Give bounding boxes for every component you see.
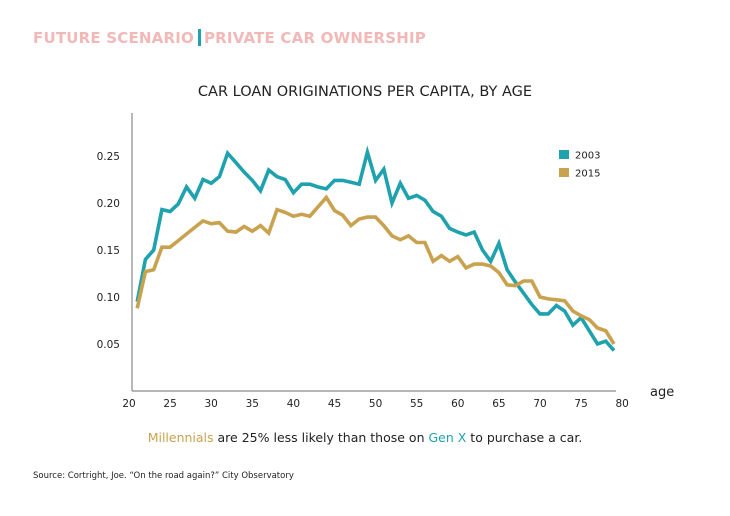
page-header: FUTURE SCENARIO PRIVATE CAR OWNERSHIP — [33, 29, 426, 47]
x-tick-label: 20 — [122, 398, 135, 410]
series-line-2003 — [135, 145, 616, 352]
x-tick-label: 65 — [492, 398, 505, 410]
x-tick-label: 55 — [410, 398, 423, 410]
legend-swatch-2003 — [559, 150, 569, 159]
legend-swatch-2015 — [559, 168, 569, 177]
caption-millennials: Millennials — [147, 430, 214, 445]
x-tick-label: 35 — [246, 398, 259, 410]
source-note: Source: Cortright, Joe. “On the road aga… — [33, 471, 294, 481]
series-line-2015 — [135, 194, 616, 345]
chart-lines — [135, 145, 616, 352]
x-tick-label: 45 — [328, 398, 341, 410]
legend-label-2003: 2003 — [575, 151, 600, 162]
x-tick-label: 60 — [451, 398, 464, 410]
x-tick-label: 75 — [574, 398, 587, 410]
caption-genx: Gen X — [428, 430, 467, 445]
y-tick-label: 0.20 — [97, 198, 120, 210]
x-tick-label: 80 — [616, 398, 629, 410]
x-tick-label: 30 — [205, 398, 218, 410]
y-tick-label: 0.05 — [97, 339, 120, 351]
y-tick-label: 0.25 — [97, 151, 120, 163]
x-tick-label: 70 — [533, 398, 546, 410]
legend-label-2015: 2015 — [575, 169, 600, 180]
y-tick-label: 0.10 — [97, 292, 120, 304]
caption-end: to purchase a car. — [466, 430, 583, 445]
y-tick-label: 0.15 — [97, 245, 120, 257]
x-tick-label: 50 — [369, 398, 382, 410]
x-axis-label: age — [650, 385, 674, 400]
header-divider — [197, 29, 201, 46]
header-section-label: FUTURE SCENARIO — [33, 29, 194, 47]
header-topic-label: PRIVATE CAR OWNERSHIP — [203, 29, 426, 47]
caption-middle: are 25% less likely than those on — [213, 430, 429, 445]
chart-caption: Millennials are 25% less likely than tho… — [0, 430, 730, 445]
chart-axes: 20 25 30 35 40 45 50 55 60 65 70 75 80 0.05 0.10 0.15 0.… — [97, 113, 674, 410]
chart-title: CAR LOAN ORIGINATIONS PER CAPITA, BY AGE — [197, 84, 533, 100]
chart-legend: 2003 2015 — [559, 150, 600, 180]
x-tick-label: 40 — [287, 398, 300, 410]
x-tick-label: 25 — [163, 398, 176, 410]
